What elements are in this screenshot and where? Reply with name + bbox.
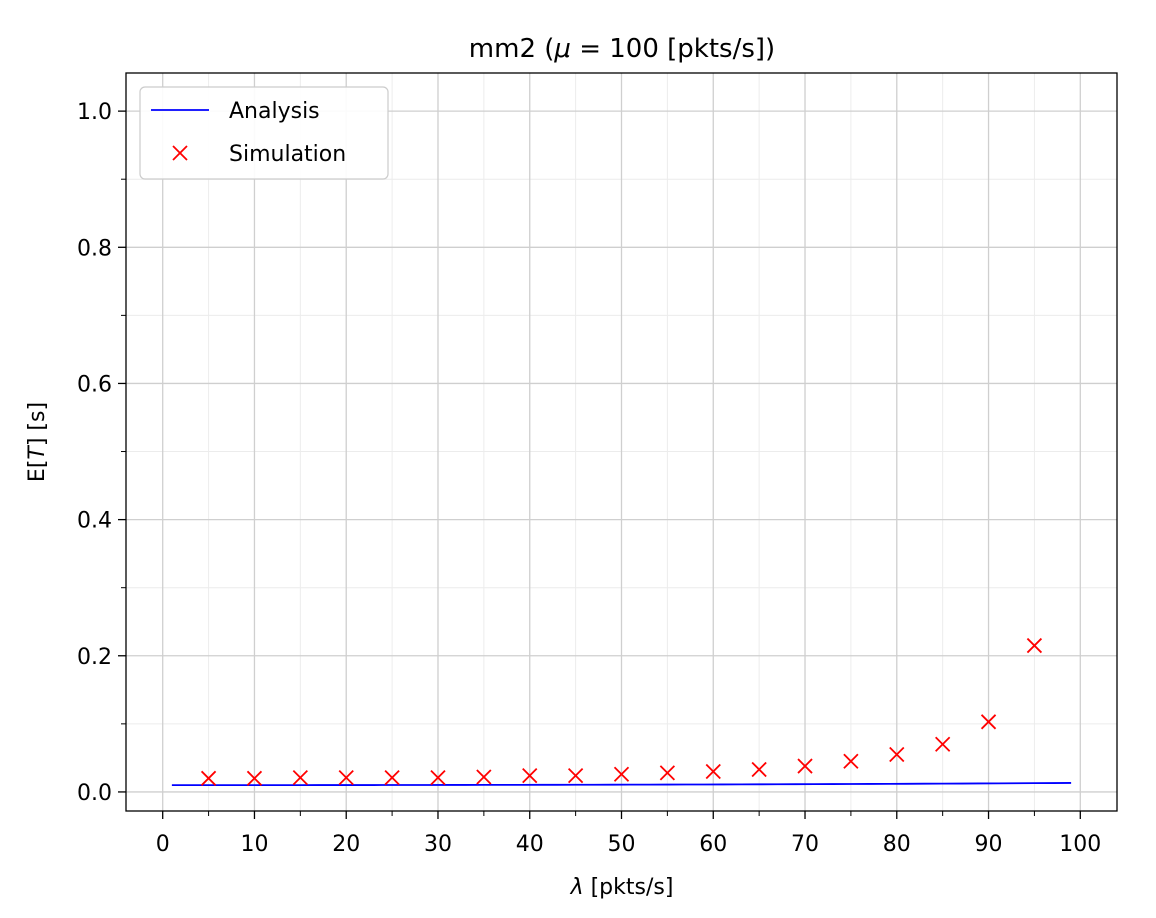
axis-ticks: 0 10 20 30 40 50 60 70 80 90 100 0.0 0.2 0.4 0.6 0.8 1.0 xyxy=(77,100,1101,857)
y-tick-label: 0.0 xyxy=(77,781,112,806)
simulation-marker xyxy=(384,770,400,786)
x-tick-label: 90 xyxy=(975,832,1003,857)
simulation-marker xyxy=(797,758,813,774)
simulation-marker xyxy=(200,770,217,786)
x-tick-label: 20 xyxy=(332,832,360,857)
simulation-marker xyxy=(843,753,859,769)
legend-analysis-label: Analysis xyxy=(229,99,320,124)
simulation-marker xyxy=(338,770,354,786)
x-axis-label: λ [pkts/s] xyxy=(570,875,674,900)
simulation-marker xyxy=(1026,637,1043,654)
legend-simulation-marker xyxy=(172,145,188,161)
x-tick-label: 50 xyxy=(608,832,636,857)
legend: Analysis Simulation xyxy=(139,86,389,180)
series-layer xyxy=(171,637,1072,787)
y-tick-label: 1.0 xyxy=(77,100,112,125)
x-tick-label: 40 xyxy=(516,832,544,857)
major-gridlines xyxy=(126,73,1117,811)
x-tick-label: 100 xyxy=(1059,832,1101,857)
x-tick-label: 60 xyxy=(699,832,727,857)
chart-title: mm2 (μ = 100 [pkts/s]) xyxy=(469,34,775,64)
simulation-marker xyxy=(613,766,630,782)
y-axis-label: E[T] [s] xyxy=(25,402,50,482)
simulation-marker xyxy=(659,765,676,781)
simulation-marker xyxy=(705,763,721,780)
x-tick-label: 70 xyxy=(791,832,819,857)
simulation-marker xyxy=(889,746,905,763)
simulation-marker xyxy=(292,770,308,786)
simulation-marker xyxy=(567,767,584,784)
analysis-series-line xyxy=(171,782,1072,787)
simulation-marker xyxy=(935,736,951,752)
x-tick-label: 80 xyxy=(883,832,911,857)
simulation-marker xyxy=(430,770,446,786)
simulation-marker xyxy=(522,767,538,784)
y-tick-label: 0.8 xyxy=(77,236,112,261)
y-tick-label: 0.2 xyxy=(77,645,112,670)
simulation-marker xyxy=(476,769,492,785)
simulation-marker xyxy=(751,761,767,778)
x-tick-label: 10 xyxy=(240,832,268,857)
x-tick-label: 0 xyxy=(156,832,170,857)
simulation-marker xyxy=(980,714,997,730)
legend-simulation-label: Simulation xyxy=(229,142,346,167)
y-tick-label: 0.4 xyxy=(77,509,112,534)
y-tick-label: 0.6 xyxy=(77,372,112,397)
x-tick-label: 30 xyxy=(424,832,452,857)
simulation-marker xyxy=(246,770,263,786)
